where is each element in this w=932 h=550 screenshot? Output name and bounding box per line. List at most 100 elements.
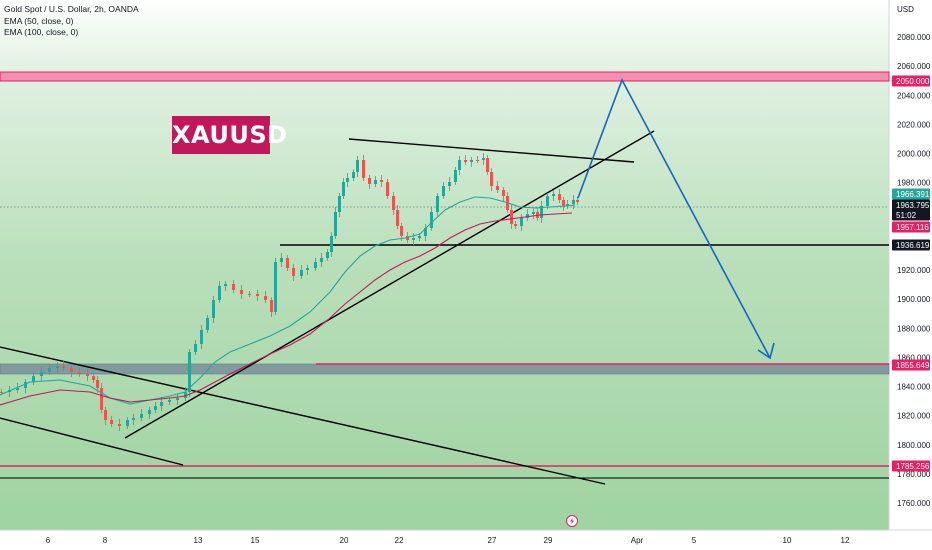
candle [24, 379, 27, 393]
projection-path[interactable] [577, 78, 771, 359]
ema-100-legend[interactable]: EMA (100, close, 0) [4, 27, 79, 37]
candle [496, 181, 499, 193]
candle [206, 315, 209, 333]
candle [78, 368, 81, 377]
candle [442, 182, 445, 199]
time-axis-background[interactable] [0, 530, 932, 550]
candle [148, 407, 151, 419]
candle [132, 414, 135, 425]
svg-text:2050.000: 2050.000 [896, 77, 930, 86]
price-label: 1963.795 [892, 199, 930, 211]
candle [520, 214, 523, 231]
candle [320, 253, 323, 267]
price-axis-background[interactable] [889, 0, 932, 530]
trendline-rising-support[interactable] [124, 130, 655, 439]
candle [436, 193, 439, 217]
time-tick-label: 22 [395, 536, 404, 545]
candle [194, 340, 197, 355]
price-label: 1936.619 [892, 239, 930, 251]
candle [458, 156, 461, 175]
candle [546, 193, 549, 209]
price-axis-ticks: 2080.000 2060.000 2040.000 2020.000 2000.000… [897, 33, 931, 508]
candle [270, 297, 273, 317]
trendline-descending-resistance[interactable] [348, 138, 635, 163]
price-label: 1785.256 [892, 460, 930, 472]
candle [430, 207, 433, 231]
price-label: 1966.391 [892, 188, 930, 200]
candle [552, 190, 555, 201]
candle [314, 258, 317, 271]
currency-label: USD [897, 5, 914, 14]
svg-text:1785.256: 1785.256 [896, 462, 930, 471]
candle [184, 387, 187, 401]
price-tick-label: 1860.000 [897, 353, 931, 362]
candle [526, 209, 529, 221]
price-tick-label: 1760.000 [897, 499, 931, 508]
candle [218, 281, 221, 303]
candle [368, 175, 371, 189]
support-zone[interactable] [0, 363, 890, 375]
candle [274, 258, 277, 315]
svg-text:1855.649: 1855.649 [896, 361, 930, 370]
ema-50-legend[interactable]: EMA (50, close, 0) [4, 15, 74, 26]
candle [502, 187, 505, 201]
time-tick-label: 15 [251, 536, 260, 545]
candle [396, 205, 399, 229]
price-label: 1855.649 [892, 359, 930, 371]
svg-text:51:02: 51:02 [896, 211, 917, 220]
candle [48, 365, 51, 375]
trendline-lower-channel[interactable] [0, 417, 184, 466]
projection-arrowhead [757, 342, 775, 360]
symbol-title[interactable]: Gold Spot / U.S. Dollar, 2h, OANDA [4, 4, 139, 14]
ema-100-line[interactable] [0, 212, 573, 406]
candle [126, 417, 129, 429]
ema-50-line[interactable] [0, 196, 576, 405]
candle [470, 157, 473, 167]
candle [104, 407, 107, 425]
candle [40, 367, 43, 381]
time-tick-label: 20 [340, 536, 349, 545]
chart-legend[interactable]: Gold Spot / U.S. Dollar, 2h, OANDA EMA (… [4, 4, 139, 39]
candle [212, 296, 215, 323]
candle [200, 325, 203, 349]
time-tick-label: 29 [544, 536, 553, 545]
symbol-badge: XAUUSD [172, 116, 287, 154]
candle [292, 264, 295, 281]
candle [264, 291, 267, 303]
candle [140, 409, 143, 421]
lightning-icon[interactable] [566, 515, 578, 527]
time-tick-label: 27 [488, 536, 497, 545]
time-tick-label: Apr [631, 536, 644, 545]
candle [454, 167, 457, 185]
candle [362, 155, 365, 181]
svg-text:1966.391: 1966.391 [896, 190, 930, 199]
resistance-zone[interactable] [0, 71, 890, 82]
candle [70, 365, 73, 377]
candle [352, 169, 355, 181]
price-tick-label: 1800.000 [897, 441, 931, 450]
price-tick-label: 2060.000 [897, 62, 931, 71]
candlestick-series[interactable] [0, 153, 579, 431]
candle [486, 155, 489, 175]
candle [476, 156, 479, 163]
time-tick-label: 8 [103, 536, 108, 545]
trendline-upper-channel[interactable] [0, 346, 606, 485]
candle [346, 173, 349, 187]
candle [558, 189, 561, 203]
candle [240, 285, 243, 299]
price-tick-label: 2020.000 [897, 120, 931, 129]
candle [118, 419, 121, 431]
candle [392, 192, 395, 215]
svg-text:1936.619: 1936.619 [896, 241, 930, 250]
candle [540, 201, 543, 223]
time-tick-label: 10 [783, 536, 792, 545]
plot-background [0, 0, 889, 530]
price-tick-label: 1840.000 [897, 383, 931, 392]
candle [286, 255, 289, 271]
svg-text:1957.116: 1957.116 [896, 223, 929, 232]
candle [92, 373, 95, 383]
time-tick-label: 12 [841, 536, 850, 545]
candle [32, 372, 35, 385]
